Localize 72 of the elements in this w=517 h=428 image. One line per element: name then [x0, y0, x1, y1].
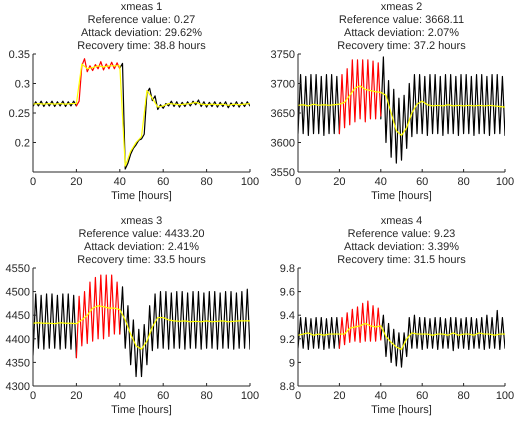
x-tick-label: 20 — [333, 390, 346, 402]
y-tick-label: 4500 — [6, 286, 30, 299]
text: Reference value: 0.27 — [88, 14, 196, 26]
x-tick-label: 20 — [70, 176, 83, 188]
text: Reference value: 9.23 — [348, 228, 456, 240]
line-series — [76, 274, 120, 358]
chart-title: xmeas 1 — [120, 1, 162, 13]
x-axis-title: Time [hours] — [111, 190, 172, 202]
y-tick-label: 0.35 — [8, 49, 30, 61]
text: Reference value: 3668.11 — [338, 14, 464, 26]
x-tick-label: 60 — [416, 176, 428, 188]
text: Recovery time: 31.5 hours — [337, 254, 466, 266]
y-tick-label: 9.8 — [280, 263, 295, 275]
x-tick-label: 60 — [157, 390, 170, 402]
line-series — [33, 305, 250, 350]
x-tick-label: 0 — [294, 176, 302, 188]
y-tick-label: 0.2 — [14, 138, 30, 150]
line-series — [338, 59, 382, 134]
x-tick-label: 100 — [496, 390, 514, 402]
line-series — [338, 300, 382, 349]
x-tick-label: 100 — [240, 176, 260, 188]
y-tick-label: 4450 — [6, 310, 30, 322]
x-tick-label: 40 — [374, 176, 387, 188]
x-tick-label: 100 — [240, 390, 260, 402]
text: Recovery time: 33.5 hours — [77, 254, 206, 266]
x-tick-label: 80 — [200, 390, 213, 402]
x-tick-label: 60 — [157, 176, 170, 188]
y-tick-label: 4400 — [6, 334, 30, 346]
text: Attack deviation: 2.07% — [344, 27, 460, 39]
x-tick-label: 80 — [200, 176, 213, 188]
x-tick-label: 20 — [333, 176, 346, 188]
x-axis-title: Time [hours] — [111, 404, 172, 416]
y-tick-label: 4350 — [6, 357, 30, 370]
y-tick-label: 4300 — [6, 381, 30, 393]
y-tick-label: 3750 — [270, 49, 295, 61]
x-tick-label: 40 — [114, 176, 126, 188]
x-tick-label: 80 — [457, 390, 470, 402]
line-series — [76, 58, 120, 107]
x-tick-label: 100 — [496, 176, 514, 188]
x-axis-title: Time [hours] — [371, 190, 432, 202]
x-tick-label: 0 — [30, 390, 36, 402]
chart-title: xmeas 3 — [120, 215, 162, 227]
y-tick-label: 0.25 — [8, 108, 30, 120]
y-tick-label: 9 — [288, 357, 295, 370]
x-axis-title: Time [hours] — [371, 404, 432, 416]
y-tick-label: 3550 — [270, 167, 295, 179]
text: Reference value: 4433.20 — [78, 228, 204, 240]
x-tick-label: 40 — [114, 390, 126, 402]
y-tick-label: 3700 — [270, 78, 295, 90]
y-tick-label: 9.2 — [280, 334, 295, 346]
x-tick-label: 0 — [30, 176, 36, 188]
y-tick-label: 8.8 — [280, 381, 295, 393]
text: Attack deviation: 2.41% — [84, 241, 200, 253]
chart-title: xmeas 2 — [380, 1, 422, 13]
text: Attack deviation: 3.39% — [344, 241, 460, 253]
text: Recovery time: 37.2 hours — [337, 40, 466, 52]
x-tick-label: 60 — [416, 390, 428, 402]
y-tick-label: 9.4 — [280, 310, 295, 322]
line-series — [298, 85, 505, 136]
text: Recovery time: 38.8 hours — [77, 40, 206, 52]
line-series — [298, 322, 505, 350]
x-tick-label: 20 — [70, 390, 83, 402]
y-tick-label: 3600 — [270, 138, 295, 150]
y-tick-label: 9.6 — [280, 286, 295, 299]
x-tick-label: 0 — [294, 390, 302, 402]
y-tick-label: 0.3 — [14, 78, 30, 90]
y-tick-label: 4550 — [6, 263, 30, 275]
y-tick-label: 3650 — [270, 108, 295, 120]
text: Attack deviation: 29.62% — [80, 27, 202, 39]
x-tick-label: 40 — [374, 390, 387, 402]
x-tick-label: 80 — [457, 176, 470, 188]
chart-title: xmeas 4 — [380, 215, 422, 227]
